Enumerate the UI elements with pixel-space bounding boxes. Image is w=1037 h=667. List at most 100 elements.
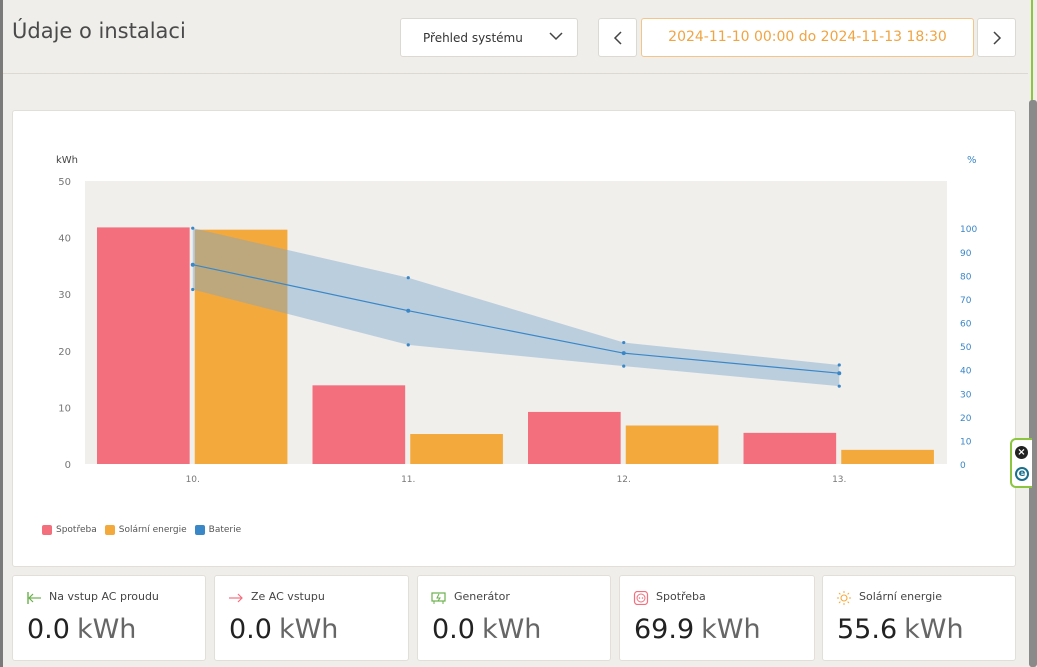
y-axis-right-label: %	[967, 155, 977, 166]
y-axis-right-tick: 0	[960, 461, 966, 471]
stat-label: Ze AC vstupu	[251, 590, 325, 603]
date-range-picker[interactable]: 2024-11-10 00:00 do 2024-11-13 18:30	[641, 18, 974, 57]
y-axis-left-tick: 0	[65, 460, 71, 471]
stat-value: 0.0 kWh	[432, 614, 541, 645]
stat-unit: kWh	[904, 614, 964, 645]
battery-low-point	[622, 364, 626, 368]
generator-icon	[431, 590, 447, 604]
window-left-border	[0, 0, 3, 667]
battery-high-point	[191, 226, 195, 230]
outlet-icon	[633, 590, 649, 606]
y-axis-left-tick: 50	[58, 177, 71, 188]
legend-label: Baterie	[208, 525, 242, 535]
stat-number: 0.0	[229, 614, 272, 645]
battery-high-point	[622, 340, 626, 345]
chevron-left-icon	[613, 31, 622, 45]
stat-value: 55.6 kWh	[837, 614, 964, 645]
bar-solarni-energie	[841, 449, 934, 464]
legend-label: Solární energie	[118, 525, 187, 535]
y-axis-right-tick: 40	[960, 367, 972, 377]
stat-card: Ze AC vstupu 0.0 kWh	[214, 575, 409, 661]
stat-card: Generátor 0.0 kWh	[417, 575, 611, 661]
stat-card: Solární energie 55.6 kWh	[822, 575, 1016, 661]
battery-point	[406, 308, 411, 313]
stat-label: Na vstup AC proudu	[49, 590, 159, 603]
x-axis-tick: 11.	[401, 475, 415, 485]
stat-label: Solární energie	[859, 590, 943, 603]
chart-card: kWh 0 10 20 30 40 50% 0 10 20 30 40 50 60 70 80 90 100 10.…	[12, 110, 1016, 567]
chart-legend: Spotřeba Solární energie Baterie	[42, 525, 241, 535]
bar-solarni-energie	[625, 425, 719, 464]
stat-unit: kWh	[76, 614, 137, 645]
battery-high-point	[837, 363, 841, 367]
battery-low-point	[406, 343, 410, 347]
legend-swatch	[104, 525, 115, 535]
battery-high-point	[406, 276, 410, 280]
bar-spotreba	[97, 227, 190, 464]
page-header: Údaje o instalaci Přehled systému 2024-1…	[3, 0, 1028, 74]
energy-chart: kWh 0 10 20 30 40 50% 0 10 20 30 40 50 60 70 80 90 100 10.…	[56, 155, 977, 485]
stat-unit: kWh	[278, 614, 339, 645]
legend-swatch	[42, 525, 52, 535]
bar-spotreba	[743, 432, 837, 464]
prev-period-button[interactable]	[598, 18, 637, 57]
y-axis-right-tick: 90	[960, 249, 972, 259]
battery-point	[190, 262, 195, 267]
y-axis-right-tick: 70	[960, 296, 972, 306]
bar-spotreba	[528, 411, 621, 464]
y-axis-left-tick: 30	[58, 290, 71, 301]
view-select-label: Přehled systému	[423, 31, 523, 45]
chevron-right-icon	[993, 31, 1002, 45]
y-axis-right-tick: 60	[960, 320, 972, 330]
page-title: Údaje o instalaci	[12, 19, 186, 43]
close-icon[interactable]: ×	[1015, 446, 1028, 459]
side-widget: × e	[1010, 438, 1032, 488]
x-axis-tick: 10.	[186, 475, 200, 485]
legend-item[interactable]: Baterie	[194, 525, 242, 535]
y-axis-right-tick: 50	[960, 343, 972, 353]
bar-spotreba	[312, 385, 406, 464]
battery-low-point	[191, 287, 195, 292]
stat-card: Na vstup AC proudu 0.0 kWh	[12, 575, 206, 661]
battery-line	[192, 264, 840, 374]
y-axis-right-tick: 80	[960, 272, 972, 282]
battery-low-point	[837, 384, 841, 388]
stat-value: 69.9 kWh	[634, 614, 761, 645]
grid-out-arrow-icon	[228, 590, 244, 604]
stat-number: 0.0	[432, 614, 475, 645]
stat-label: Generátor	[454, 590, 510, 603]
stat-value: 0.0 kWh	[27, 614, 136, 645]
stat-number: 69.9	[634, 614, 695, 645]
legend-label: Spotřeba	[56, 525, 97, 535]
y-axis-right-tick: 10	[960, 437, 972, 447]
y-axis-right-tick: 20	[960, 414, 972, 424]
grid-in-arrow-icon	[26, 590, 42, 604]
vertical-scrollbar[interactable]	[1029, 100, 1037, 667]
stat-number: 0.0	[27, 614, 70, 645]
sun-icon	[836, 590, 852, 605]
stat-number: 55.6	[837, 614, 898, 645]
stat-unit: kWh	[701, 614, 761, 645]
x-axis-tick: 12.	[617, 475, 631, 485]
x-axis-tick: 13.	[832, 475, 846, 485]
legend-item[interactable]: Solární energie	[104, 525, 187, 535]
legend-item[interactable]: Spotřeba	[42, 525, 97, 535]
y-axis-left-tick: 10	[58, 403, 71, 414]
stat-value: 0.0 kWh	[229, 614, 338, 645]
next-period-button[interactable]	[977, 18, 1016, 57]
stat-unit: kWh	[481, 614, 542, 645]
extension-icon[interactable]: e	[1015, 467, 1029, 481]
battery-point	[621, 351, 626, 356]
battery-point	[837, 371, 842, 376]
chevron-down-icon	[548, 30, 564, 45]
view-select-dropdown[interactable]: Přehled systému	[400, 18, 578, 57]
y-axis-right-tick: 30	[960, 390, 972, 400]
legend-swatch	[194, 525, 205, 535]
stat-label: Spotřeba	[656, 590, 706, 603]
y-axis-left-tick: 40	[58, 234, 71, 245]
bar-solarni-energie	[410, 434, 503, 464]
y-axis-left-tick: 20	[58, 347, 71, 358]
y-axis-right-tick: 100	[960, 225, 977, 235]
y-axis-left-label: kWh	[56, 155, 78, 166]
stat-card: Spotřeba 69.9 kWh	[619, 575, 815, 661]
